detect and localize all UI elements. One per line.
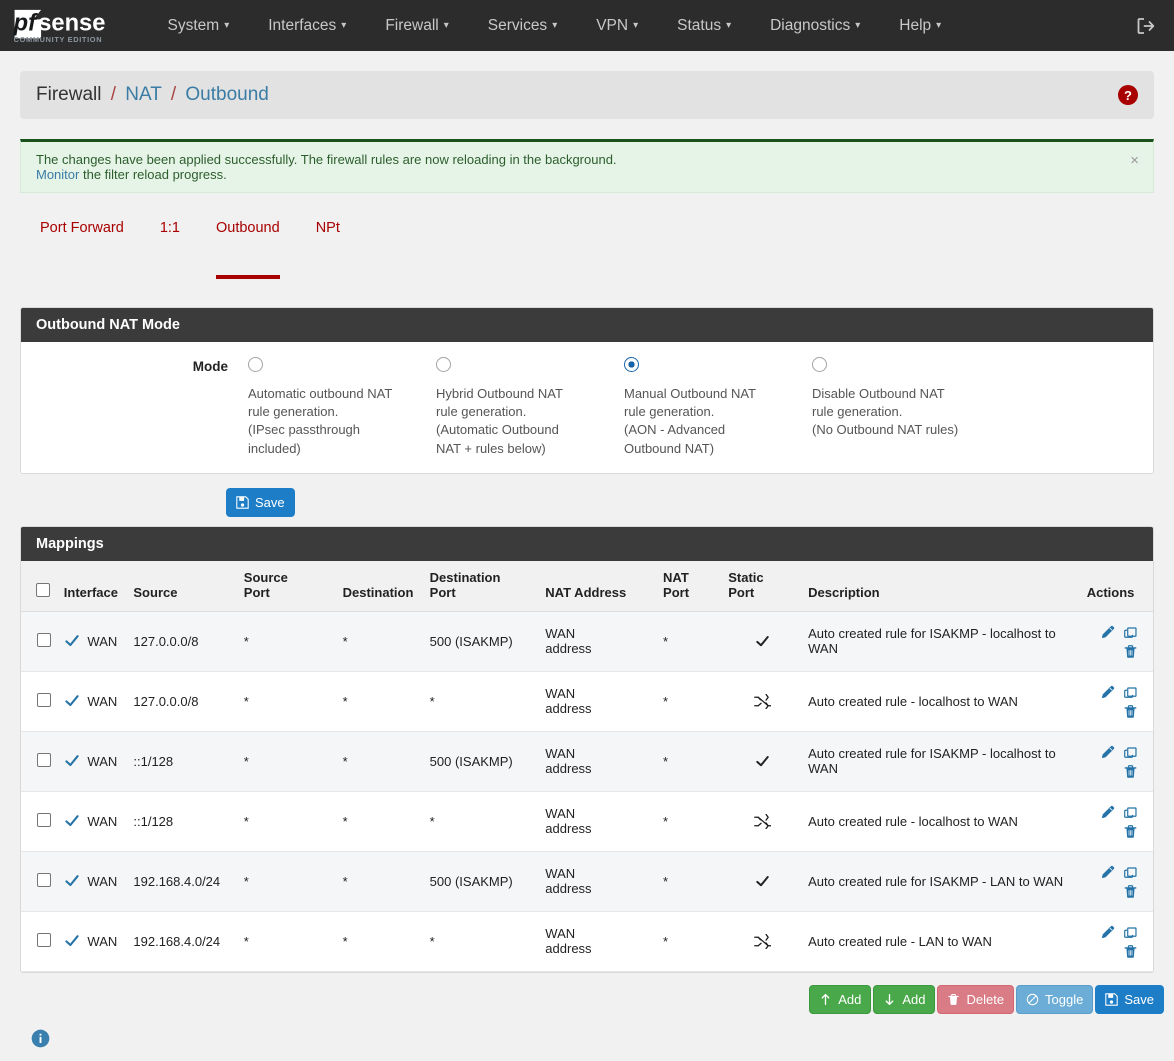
svg-text:pf: pf	[13, 10, 38, 36]
svg-text:COMMUNITY EDITION: COMMUNITY EDITION	[14, 35, 103, 44]
svg-text:sense: sense	[38, 10, 105, 36]
